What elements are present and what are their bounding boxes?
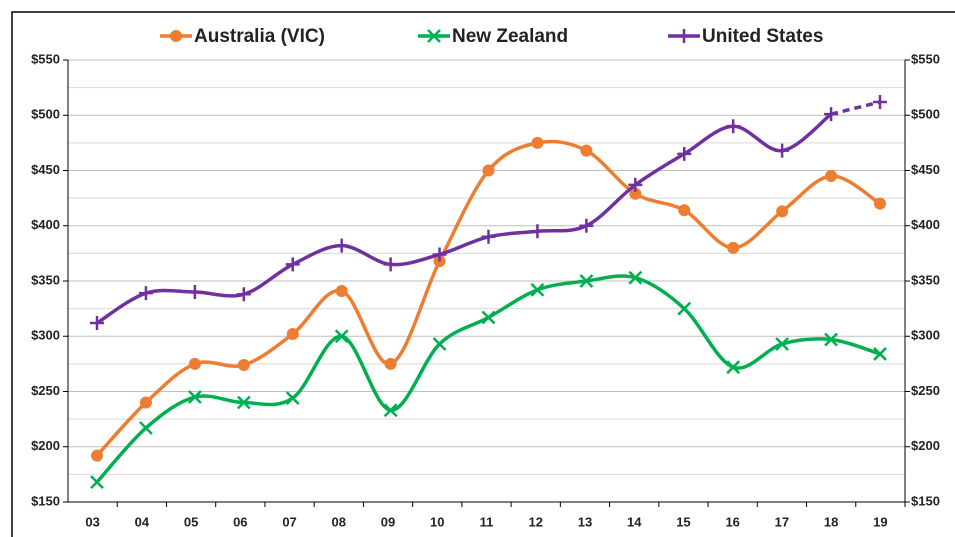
y-tick-label: $250 <box>31 383 60 398</box>
data-point <box>432 247 447 262</box>
y2-tick-label: $200 <box>911 438 940 453</box>
data-point <box>383 257 398 272</box>
chart-frame <box>11 11 955 537</box>
x-tick-label: 10 <box>430 514 444 529</box>
data-point <box>530 224 545 239</box>
data-point <box>628 177 643 192</box>
data-point <box>138 286 153 301</box>
x-tick-label: 06 <box>233 514 247 529</box>
x-tick-label: 04 <box>135 514 150 529</box>
x-tick-label: 05 <box>184 514 198 529</box>
data-point <box>334 329 349 344</box>
x-tick-label: 13 <box>578 514 592 529</box>
x-tick-label: 03 <box>85 514 99 529</box>
data-point <box>727 241 740 254</box>
data-point <box>629 187 642 200</box>
legend-label: Australia (VIC) <box>194 26 325 47</box>
y2-tick-label: $250 <box>911 383 940 398</box>
data-point <box>90 315 104 330</box>
y2-tick-label: $300 <box>911 328 940 343</box>
data-point <box>579 274 594 288</box>
x-tick-label: 17 <box>775 514 789 529</box>
data-point <box>91 449 103 462</box>
data-point <box>432 337 447 351</box>
data-point <box>776 205 789 218</box>
data-point <box>726 119 741 134</box>
data-point <box>236 395 251 410</box>
data-point <box>531 136 544 149</box>
data-point <box>383 403 398 418</box>
data-point <box>678 204 691 217</box>
x-tick-label: 09 <box>381 514 395 529</box>
data-point <box>628 270 643 285</box>
data-point <box>286 328 299 341</box>
data-point <box>481 310 496 325</box>
y-tick-label: $350 <box>31 272 60 287</box>
data-point <box>530 282 545 297</box>
x-tick-label: 07 <box>282 514 296 529</box>
y-tick-label: $150 <box>31 493 60 508</box>
data-point <box>236 287 251 302</box>
y2-tick-label: $450 <box>911 162 940 177</box>
data-point <box>90 475 104 489</box>
series-line <box>830 100 881 116</box>
y-tick-label: $400 <box>31 217 60 232</box>
data-point <box>334 238 349 253</box>
x-tick-label: 11 <box>480 514 494 529</box>
data-point <box>677 146 692 161</box>
data-point <box>580 144 593 157</box>
x-tick-label: 16 <box>725 514 739 529</box>
x-tick-label: 08 <box>332 514 346 529</box>
data-point <box>139 396 152 409</box>
y-tick-label: $550 <box>31 51 60 66</box>
data-point <box>825 170 838 183</box>
legend-marker <box>427 29 441 43</box>
x-tick-label: 14 <box>627 514 642 529</box>
data-point <box>285 257 300 272</box>
legend-marker <box>170 30 182 42</box>
series-line <box>96 112 833 325</box>
y2-tick-label: $500 <box>911 107 940 122</box>
data-point <box>775 143 790 158</box>
data-point <box>384 357 397 370</box>
data-point <box>188 357 201 370</box>
data-point <box>873 347 887 361</box>
y2-tick-label: $550 <box>911 51 940 66</box>
data-point <box>873 94 887 109</box>
y2-tick-label: $350 <box>911 272 940 287</box>
y-tick-label: $200 <box>31 438 60 453</box>
data-point <box>481 229 496 244</box>
series-line <box>95 274 881 484</box>
x-tick-label: 15 <box>676 514 690 529</box>
legend-label: New Zealand <box>452 26 568 47</box>
data-point <box>726 360 741 375</box>
x-tick-label: 12 <box>529 514 543 529</box>
data-point <box>139 421 153 435</box>
data-point <box>677 301 692 316</box>
data-point <box>187 390 202 404</box>
y2-tick-label: $400 <box>911 217 940 232</box>
data-point <box>285 391 300 406</box>
legend-label: United States <box>702 26 823 47</box>
data-point <box>237 358 250 371</box>
data-point <box>482 164 495 177</box>
data-point <box>187 285 202 300</box>
series-line <box>95 139 881 457</box>
x-tick-label: 19 <box>873 514 887 529</box>
legend-marker <box>677 29 691 43</box>
y2-tick-label: $150 <box>911 493 940 508</box>
y-tick-label: $300 <box>31 328 60 343</box>
data-point <box>775 337 790 351</box>
x-tick-label: 18 <box>824 514 838 529</box>
y-tick-label: $450 <box>31 162 60 177</box>
y-tick-label: $500 <box>31 107 60 122</box>
data-point <box>579 218 594 233</box>
data-point <box>824 332 838 347</box>
data-point <box>874 197 886 210</box>
data-point <box>824 107 839 122</box>
data-point <box>335 284 348 297</box>
